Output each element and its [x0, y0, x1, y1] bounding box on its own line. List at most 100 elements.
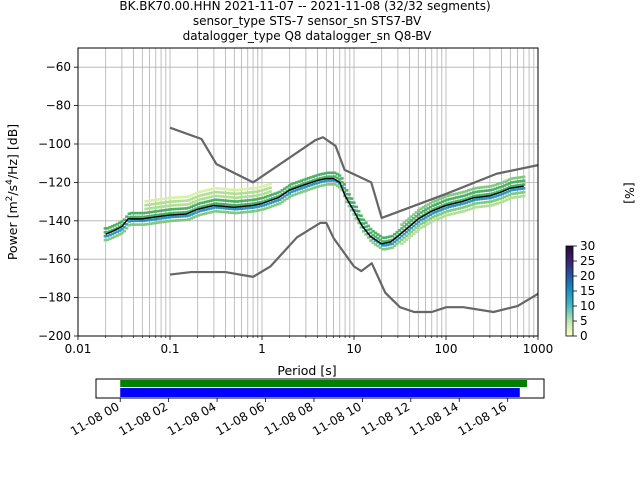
density-cell — [158, 205, 162, 209]
density-cell — [106, 238, 110, 242]
density-cell — [517, 176, 521, 179]
density-cell — [385, 243, 390, 247]
density-cell — [297, 187, 301, 191]
density-cell — [208, 203, 213, 207]
density-cell — [483, 185, 488, 189]
density-cell — [503, 195, 507, 199]
density-cell — [316, 181, 320, 184]
density-cell — [314, 182, 318, 185]
density-cell — [175, 196, 179, 199]
density-cell — [507, 197, 512, 201]
density-cell — [146, 218, 150, 222]
density-cell — [393, 244, 397, 248]
density-cell — [280, 200, 284, 204]
density-cell — [163, 208, 167, 212]
density-cell — [278, 198, 282, 201]
y-tick-label: −200 — [38, 329, 71, 343]
density-cell — [481, 197, 485, 201]
density-cell — [165, 208, 170, 212]
density-cell — [481, 201, 485, 204]
density-cell — [421, 213, 425, 217]
density-cell — [244, 203, 248, 206]
density-cell — [378, 246, 382, 249]
density-cell — [153, 217, 158, 221]
colorbar-tick-label: 5 — [580, 314, 588, 328]
density-cell — [256, 205, 260, 208]
density-cell — [507, 185, 512, 189]
density-cell — [491, 199, 495, 203]
density-cell — [161, 209, 165, 212]
density-cell — [247, 206, 251, 210]
density-cell — [354, 205, 359, 209]
density-cell — [417, 224, 421, 228]
density-cell — [156, 213, 160, 217]
density-cell — [247, 210, 251, 214]
density-cell — [151, 222, 155, 225]
density-cell — [266, 187, 270, 190]
coverage-bar-psd — [120, 388, 520, 397]
density-cell — [228, 211, 232, 214]
density-cell — [108, 233, 112, 237]
density-cell — [350, 201, 354, 204]
density-cell — [316, 185, 320, 188]
density-cell — [184, 207, 189, 210]
density-cell — [213, 209, 217, 213]
density-cell — [259, 204, 263, 208]
density-cell — [450, 205, 454, 208]
density-cell — [201, 205, 205, 208]
density-cell — [254, 209, 258, 213]
density-cell — [163, 212, 167, 216]
density-cell — [483, 204, 488, 208]
density-cell — [118, 229, 122, 232]
density-cell — [314, 178, 318, 181]
density-cell — [211, 195, 215, 198]
density-cell — [326, 171, 330, 175]
density-cell — [371, 233, 375, 237]
density-cell — [306, 180, 311, 184]
density-cell — [414, 211, 418, 214]
density-cell — [180, 218, 184, 222]
density-cell — [472, 198, 476, 202]
coverage-tick-label: 11-08 12 — [359, 399, 413, 438]
density-cell — [495, 198, 500, 201]
density-cell — [491, 196, 495, 199]
density-cell — [196, 198, 201, 202]
density-cell — [472, 191, 476, 194]
density-cell — [263, 188, 268, 191]
density-cell — [476, 186, 480, 190]
density-cell — [383, 240, 387, 243]
density-cell — [196, 214, 201, 217]
density-cell — [151, 206, 155, 210]
density-cell — [292, 181, 296, 185]
nhnm-curve — [169, 126, 539, 220]
density-cell — [249, 198, 253, 202]
colorbar-gradient — [565, 245, 574, 337]
density-cell — [230, 207, 234, 211]
density-cell — [256, 189, 260, 193]
density-cell — [168, 204, 172, 207]
density-cell — [328, 171, 332, 175]
density-cell — [110, 236, 115, 240]
density-cell — [486, 196, 490, 200]
density-cell — [180, 195, 184, 199]
density-cell — [436, 198, 440, 202]
density-cell — [326, 179, 330, 182]
density-cell — [330, 175, 335, 178]
density-cell — [512, 180, 516, 184]
density-cell — [479, 205, 483, 209]
density-cell — [163, 220, 167, 223]
density-cell — [194, 199, 198, 203]
density-cell — [417, 209, 421, 212]
y-tick-label: −140 — [38, 214, 71, 228]
density-cell — [414, 222, 418, 226]
density-cell — [357, 221, 361, 225]
density-cell — [213, 194, 217, 198]
density-cell — [259, 208, 263, 212]
density-cell — [156, 221, 160, 224]
density-cell — [108, 237, 112, 241]
x-axis-label: Period [s] — [277, 363, 336, 378]
density-cell — [204, 189, 208, 192]
density-cell — [519, 183, 524, 187]
density-cell — [201, 189, 205, 193]
